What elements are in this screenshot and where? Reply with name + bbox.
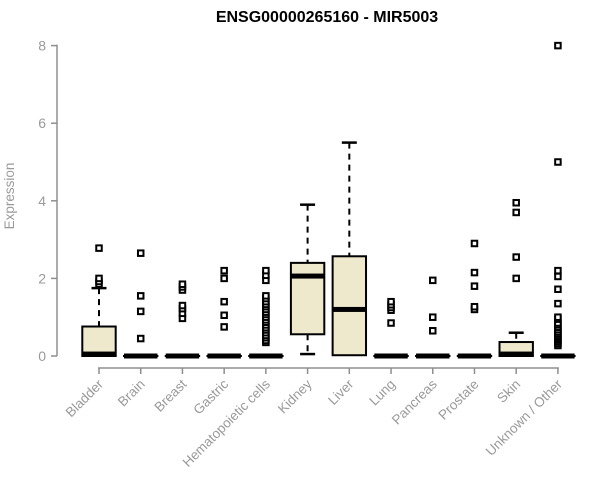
box-group-breast [164,280,201,359]
x-tick-label: Unknown / Other [483,376,566,459]
outlier-point [512,208,520,217]
box-group-liver [331,141,368,357]
outlier-point [220,274,228,283]
median-line [457,353,492,359]
x-tick-label: Bladder [63,376,107,420]
x-tick-label: Breast [151,376,189,414]
outlier-point [262,292,270,300]
median-line [124,353,158,359]
outlier-point [387,297,395,306]
chart-title: ENSG00000265160 - MIR5003 [216,9,438,26]
x-tick-label: Kidney [275,376,315,416]
box-group-unknown-other [540,41,576,359]
outlier-point [136,334,145,343]
outlier-point [220,297,228,306]
outlier-point [512,253,520,261]
outlier-point [554,158,562,166]
box-iqr [81,325,117,357]
box-group-bladder [81,244,117,357]
median-line [290,273,325,279]
box-group-skin [498,198,534,358]
y-tick-label: 8 [38,38,46,54]
x-tick-label: Brain [115,377,148,410]
outlier-point [470,239,479,248]
outlier-point [136,292,145,300]
outlier-point [554,285,562,294]
outlier-point [429,327,437,335]
y-tick-label: 6 [38,115,46,131]
y-axis-label: Expression [2,163,17,230]
outlier-point [95,244,103,252]
box-iqr [331,255,368,357]
outlier-point [178,301,187,310]
x-tick-label: Gastric [190,376,231,417]
median-line [249,353,283,359]
outlier-point [554,41,562,50]
outlier-point [262,266,270,275]
median-line [165,353,200,359]
median-line [416,353,450,359]
outlier-point [512,274,520,283]
x-tick-label: Prostate [435,377,481,423]
box-group-gastric [206,266,242,359]
outlier-point [95,274,103,283]
median-line [207,353,241,359]
median-line [332,306,367,312]
y-tick-label: 4 [38,193,46,209]
outlier-point [554,299,562,308]
outlier-point [220,323,228,331]
outlier-point [554,266,562,275]
x-tick-label: Lung [366,377,398,409]
outlier-point [387,319,395,327]
outlier-point [136,249,145,257]
x-tick-label: Skin [494,377,523,406]
outlier-point [136,307,145,316]
box-group-lung [373,297,409,359]
outlier-point [220,266,228,275]
outlier-point [178,280,187,288]
box-group-hematopoietic-cells [248,266,284,359]
outlier-point [429,276,437,285]
outlier-point [512,198,520,207]
box-group-pancreas [415,276,451,359]
median-line [82,351,116,357]
median-line [541,353,575,359]
median-line [374,353,408,359]
outlier-point [470,282,479,290]
y-tick-label: 2 [38,270,46,286]
outlier-point [554,313,562,321]
box-group-prostate [456,239,493,359]
x-tick-label: Liver [325,376,357,408]
box-group-brain [123,249,159,359]
x-tick-label: Pancreas [389,376,440,427]
outlier-point [429,313,437,321]
outlier-point [220,311,228,320]
outlier-point [470,268,479,277]
outlier-point [554,272,562,281]
outlier-point [470,302,479,311]
y-tick-label: 0 [38,348,46,364]
median-line [499,351,533,357]
box-group-kidney [289,203,326,356]
